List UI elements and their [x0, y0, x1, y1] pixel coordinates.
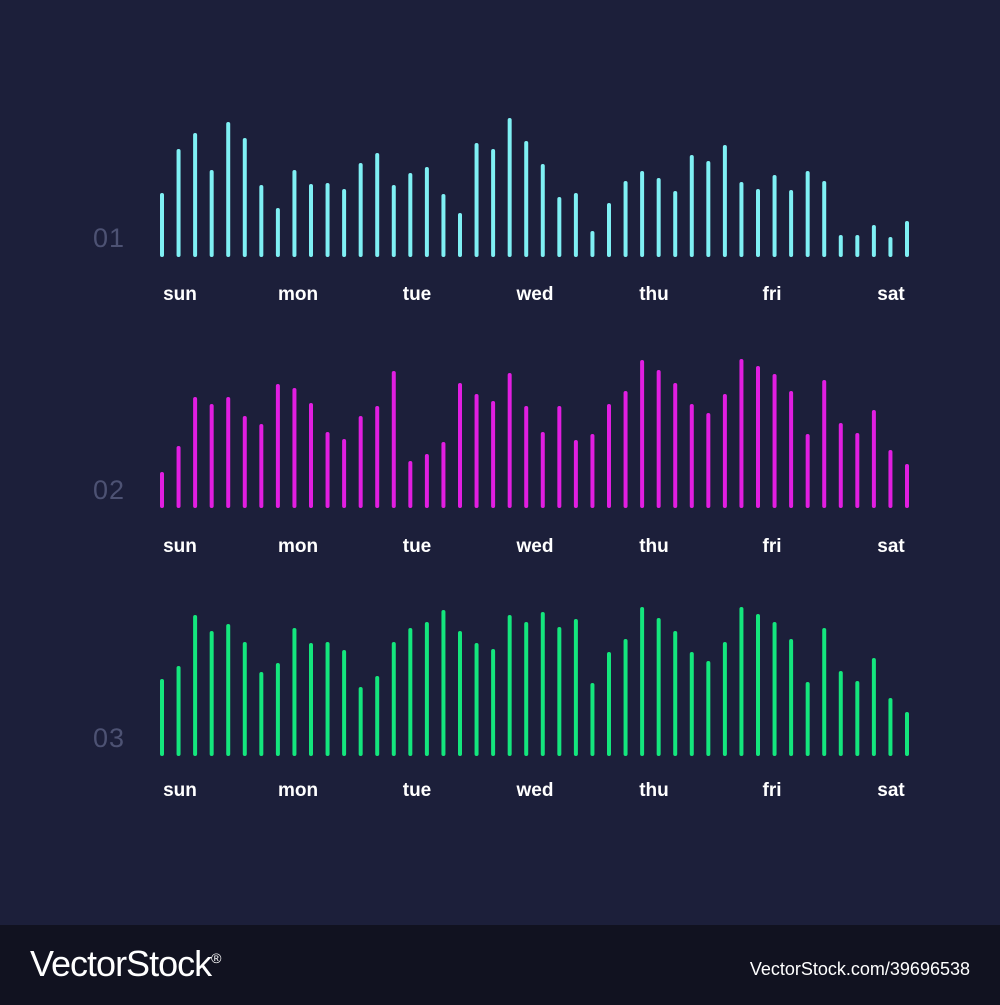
day-label-wed: wed [516, 780, 554, 801]
day-label-mon: mon [277, 780, 319, 801]
chart-number: 02 [93, 475, 126, 505]
day-label-sun: sun [163, 284, 197, 305]
day-label-fri: fri [762, 780, 782, 801]
brand-name: VectorStock [30, 943, 212, 984]
day-label-tue: tue [402, 780, 432, 801]
day-label-thu: thu [639, 780, 669, 801]
day-label-sun: sun [163, 536, 197, 557]
day-label-thu: thu [639, 536, 669, 557]
day-label-tue: tue [402, 536, 432, 557]
chart-number: 03 [93, 723, 126, 753]
bars-03 [160, 607, 909, 756]
bar-chart-03: 03 sun mon tue wed thu fri sat [0, 580, 1000, 820]
day-label-thu: thu [639, 284, 669, 305]
bar-chart-01: 01 sun mon tue wed thu fri sat [0, 80, 1000, 320]
day-label-wed: wed [516, 284, 554, 305]
day-label-sat: sat [877, 536, 905, 557]
day-label-wed: wed [516, 536, 554, 557]
chart-number: 01 [93, 223, 126, 253]
day-label-sat: sat [877, 780, 905, 801]
bar-chart-02: 02 sun mon tue wed thu fri sat [0, 330, 1000, 570]
vectorstock-logo: VectorStock® [30, 943, 221, 985]
day-label-sat: sat [877, 284, 905, 305]
day-label-mon: mon [277, 536, 319, 557]
image-id: VectorStock.com/39696538 [749, 959, 970, 979]
day-label-tue: tue [402, 284, 432, 305]
day-label-mon: mon [277, 284, 319, 305]
day-label-fri: fri [762, 284, 782, 305]
bars-01 [160, 118, 909, 257]
day-label-sun: sun [163, 780, 197, 801]
registered-mark: ® [211, 950, 221, 966]
bars-02 [160, 359, 909, 508]
watermark-bar: VectorStock® VectorStock.com/39696538 [0, 925, 1000, 1005]
day-label-fri: fri [762, 536, 782, 557]
